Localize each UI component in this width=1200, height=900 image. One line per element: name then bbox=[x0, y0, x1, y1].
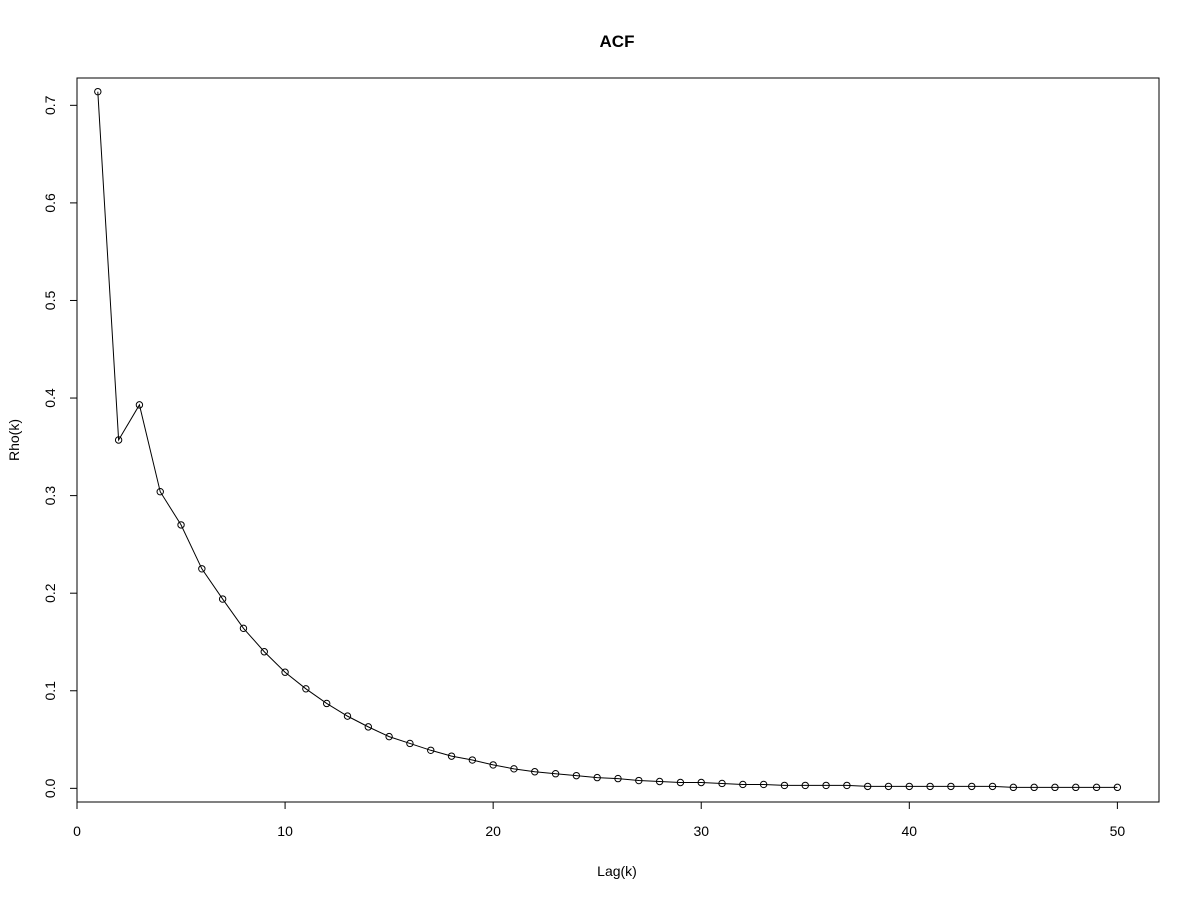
data-point bbox=[385, 732, 393, 741]
data-point bbox=[968, 782, 976, 791]
data-point bbox=[655, 777, 664, 786]
y-axis: 0.0 0.1 0.2 0.3 0.4 0.5 0.6 0.7 bbox=[42, 95, 78, 798]
data-point bbox=[198, 565, 206, 573]
data-point bbox=[739, 780, 747, 789]
data-point bbox=[489, 761, 497, 769]
points-layer bbox=[94, 87, 1122, 792]
x-axis: 0 10 20 30 40 50 bbox=[73, 801, 1126, 839]
data-point bbox=[302, 685, 310, 693]
x-tick-label: 50 bbox=[1110, 823, 1126, 839]
x-tick-label: 0 bbox=[73, 823, 81, 839]
data-point bbox=[1009, 783, 1018, 792]
data-point bbox=[531, 768, 539, 776]
chart-title: ACF bbox=[600, 32, 635, 51]
data-point bbox=[863, 782, 872, 791]
data-point bbox=[614, 774, 622, 783]
y-tick-label: 0.0 bbox=[42, 778, 58, 798]
y-tick-label: 0.2 bbox=[42, 583, 58, 603]
data-point bbox=[1092, 783, 1101, 792]
data-point bbox=[905, 782, 914, 791]
x-axis-label: Lag(k) bbox=[597, 863, 637, 879]
data-point bbox=[447, 752, 456, 760]
data-point bbox=[406, 739, 414, 748]
y-tick-label: 0.1 bbox=[42, 681, 58, 701]
data-point bbox=[676, 778, 685, 787]
data-point bbox=[343, 712, 352, 720]
data-point bbox=[427, 746, 435, 754]
y-tick-label: 0.5 bbox=[42, 291, 58, 311]
data-point bbox=[468, 756, 477, 764]
data-point bbox=[843, 781, 851, 790]
data-point bbox=[322, 699, 331, 708]
series-layer bbox=[97, 91, 1118, 788]
y-tick-label: 0.3 bbox=[42, 486, 58, 506]
x-tick-label: 40 bbox=[902, 823, 918, 839]
data-point bbox=[697, 778, 705, 787]
y-tick-label: 0.7 bbox=[42, 95, 58, 115]
data-point bbox=[635, 776, 643, 785]
data-point bbox=[780, 781, 789, 790]
data-point bbox=[156, 488, 164, 496]
data-point bbox=[572, 771, 581, 780]
data-point bbox=[218, 595, 227, 603]
x-tick-label: 30 bbox=[693, 823, 709, 839]
data-point bbox=[135, 401, 144, 409]
data-point bbox=[177, 521, 185, 529]
data-point bbox=[510, 765, 518, 773]
data-point bbox=[593, 773, 601, 782]
data-point bbox=[718, 779, 726, 788]
data-point bbox=[801, 781, 809, 790]
data-point bbox=[759, 780, 768, 789]
data-point bbox=[1072, 783, 1080, 792]
y-axis-label: Rho(k) bbox=[6, 419, 22, 461]
data-point bbox=[239, 624, 248, 633]
data-point bbox=[988, 782, 997, 791]
plot-frame bbox=[76, 77, 1160, 803]
data-point bbox=[822, 781, 830, 790]
data-point bbox=[260, 648, 268, 656]
data-point bbox=[364, 723, 373, 731]
data-point bbox=[926, 782, 934, 791]
data-point bbox=[114, 436, 123, 444]
data-point bbox=[1113, 783, 1122, 792]
data-point bbox=[1030, 783, 1038, 792]
x-tick-label: 20 bbox=[485, 823, 501, 839]
y-tick-label: 0.4 bbox=[42, 388, 58, 408]
x-tick-label: 10 bbox=[277, 823, 293, 839]
data-point bbox=[947, 782, 955, 791]
data-point bbox=[1051, 783, 1059, 792]
acf-series-line bbox=[97, 91, 1118, 788]
y-tick-label: 0.6 bbox=[42, 193, 58, 213]
data-point bbox=[884, 782, 893, 791]
data-point bbox=[551, 770, 560, 778]
data-point bbox=[281, 668, 289, 676]
data-point bbox=[94, 87, 102, 96]
